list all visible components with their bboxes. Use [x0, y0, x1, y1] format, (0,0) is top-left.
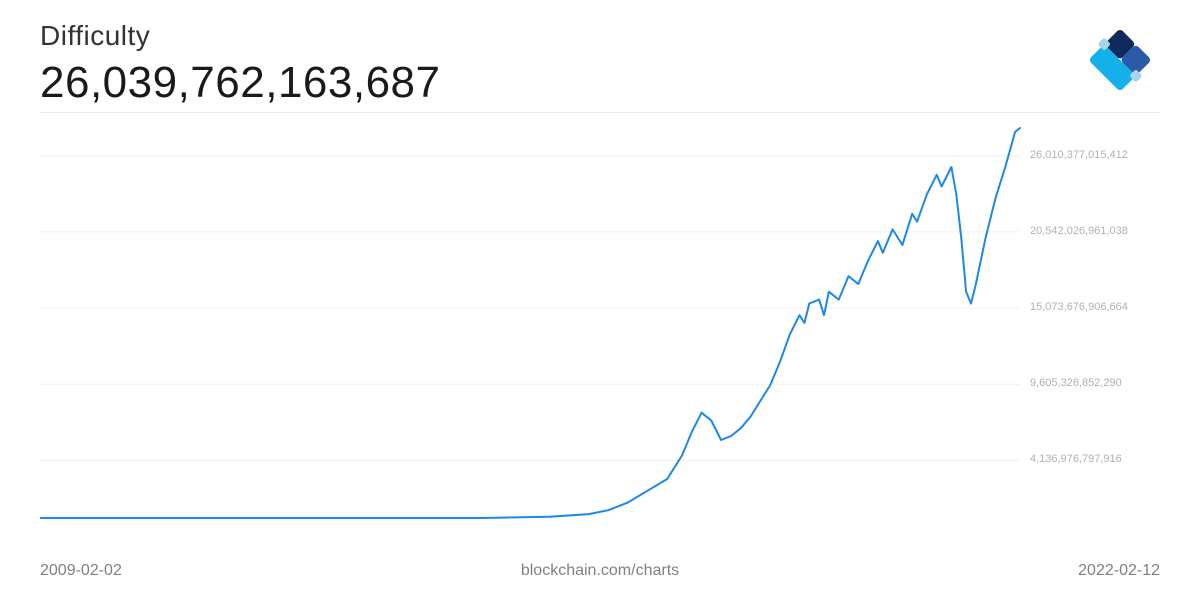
- header-divider: [40, 112, 1160, 113]
- chart-svg: [40, 118, 1160, 528]
- y-tick-label: 26,010,377,015,412: [1030, 149, 1128, 161]
- chart-title: Difficulty: [40, 20, 441, 52]
- x-axis-start-label: 2009-02-02: [40, 562, 122, 580]
- y-tick-label: 20,542,026,961,038: [1030, 225, 1128, 237]
- line-chart: 4,136,976,797,916 9,605,326,852,290 15,073…: [40, 118, 1160, 528]
- y-tick-label: 9,605,326,852,290: [1030, 377, 1122, 389]
- y-tick-label: 15,073,676,906,664: [1030, 301, 1128, 313]
- x-axis-end-label: 2022-02-12: [1078, 562, 1160, 580]
- blockchain-logo-icon: [1080, 20, 1160, 100]
- header: Difficulty 26,039,762,163,687: [40, 20, 441, 108]
- chart-container: Difficulty 26,039,762,163,687 4,136,976,…: [0, 0, 1200, 600]
- y-tick-label: 4,136,976,797,916: [1030, 453, 1122, 465]
- chart-value: 26,039,762,163,687: [40, 58, 441, 108]
- footer: 2009-02-02 blockchain.com/charts 2022-02…: [40, 562, 1160, 580]
- source-label: blockchain.com/charts: [521, 562, 679, 580]
